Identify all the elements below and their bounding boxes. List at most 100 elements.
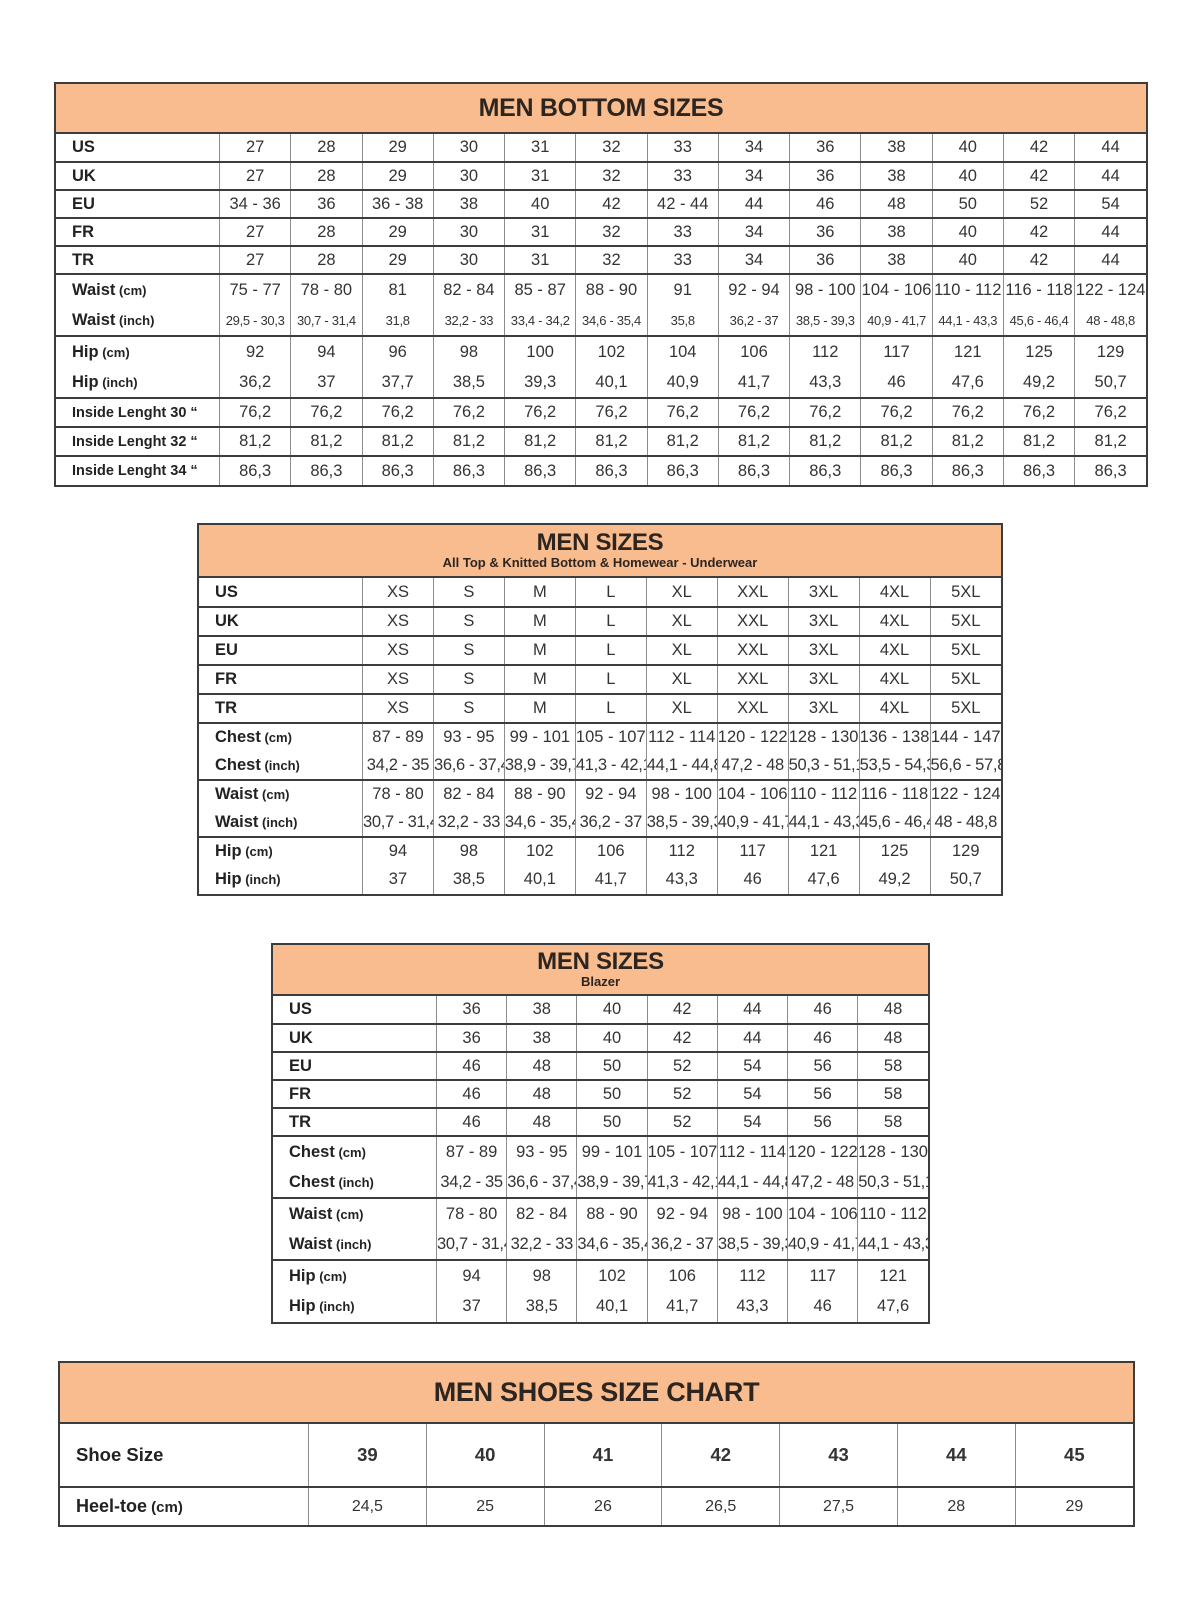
size-cell: 4XL bbox=[859, 665, 931, 694]
size-cell: 98 - 100 bbox=[789, 274, 862, 305]
size-cell: 86,3 bbox=[1094, 461, 1127, 480]
size-cell: 44 bbox=[1101, 166, 1120, 185]
row-label: Chest (cm) bbox=[199, 723, 363, 752]
size-cell: 49,2 bbox=[859, 865, 931, 894]
size-cell: 40 bbox=[426, 1424, 545, 1487]
size-cell: 40 bbox=[932, 134, 1004, 162]
size-cell: 52 bbox=[647, 1052, 718, 1080]
size-cell: 40 bbox=[932, 218, 1004, 246]
size-cell: XL bbox=[646, 694, 718, 723]
size-cell: 3XL bbox=[788, 578, 860, 607]
size-cell: 46 bbox=[860, 367, 933, 398]
size-cell: 36 bbox=[290, 190, 363, 218]
size-cell: 32,2 - 33 bbox=[506, 1229, 578, 1260]
size-cell: 31 bbox=[504, 162, 577, 190]
size-cell: 34 bbox=[718, 218, 791, 246]
size-cell: M bbox=[504, 636, 576, 665]
size-cell: M bbox=[504, 665, 576, 694]
size-cell: 27 bbox=[219, 218, 292, 246]
row-label: Waist (cm) bbox=[199, 780, 363, 809]
size-cell: 38 bbox=[433, 190, 506, 218]
size-cell: 78 - 80 bbox=[290, 274, 363, 305]
table-title: MEN BOTTOM SIZES bbox=[478, 93, 724, 122]
size-cell: 56,6 - 57,8 bbox=[930, 755, 1002, 774]
size-cell: 44 bbox=[1101, 138, 1120, 156]
size-cell: 87 - 89 bbox=[362, 723, 434, 752]
size-cell: 27 bbox=[219, 162, 292, 190]
size-cell: 36 - 38 bbox=[362, 190, 434, 218]
size-cell: 110 - 112 bbox=[932, 274, 1004, 305]
size-cell: 81,2 bbox=[789, 427, 862, 456]
size-cell: 34 bbox=[718, 162, 791, 190]
size-cell: 37,7 bbox=[362, 367, 434, 398]
size-cell: 76,2 bbox=[575, 398, 648, 427]
size-cell: 25 bbox=[426, 1487, 545, 1525]
row-label: US bbox=[199, 578, 363, 607]
size-cell: 26 bbox=[544, 1487, 663, 1525]
size-cell: 112 bbox=[789, 336, 862, 367]
size-cell: 116 - 118 bbox=[1003, 274, 1076, 305]
size-cell: 46 bbox=[787, 996, 859, 1024]
size-cell: 86,3 bbox=[1003, 456, 1076, 485]
size-cell: 76,2 bbox=[290, 398, 363, 427]
size-cell: 38,9 - 39,7 bbox=[576, 1167, 648, 1198]
size-cell: 42 bbox=[1003, 134, 1076, 162]
size-cell: 56 bbox=[787, 1080, 859, 1108]
size-cell: 58 bbox=[883, 1112, 903, 1131]
size-cell: 58 bbox=[883, 1056, 903, 1075]
size-cell: 29 bbox=[362, 218, 434, 246]
size-cell: 76,2 bbox=[932, 398, 1004, 427]
size-cell: 56 bbox=[787, 1052, 859, 1080]
size-cell: XS bbox=[362, 578, 434, 607]
size-cell: 96 bbox=[362, 336, 434, 367]
size-cell: 40,9 bbox=[647, 367, 719, 398]
size-cell: 42 bbox=[1003, 218, 1076, 246]
size-table: US 36 38 40 42 44 46 48 UK 36 38 40 42 44 46 48 EU 46 48 50… bbox=[273, 996, 928, 1322]
size-cell: 41,7 bbox=[575, 865, 647, 894]
row-label: Hip (cm) bbox=[56, 336, 220, 367]
size-cell: 128 - 130 bbox=[858, 1142, 928, 1161]
men-sizes-tops-table: MEN SIZES All Top & Knitted Bottom & Hom… bbox=[197, 523, 1003, 896]
size-cell: 104 - 106 bbox=[860, 274, 933, 305]
size-cell: 46 bbox=[787, 1291, 859, 1322]
row-label: Waist (cm) bbox=[56, 274, 220, 305]
size-cell: 85 - 87 bbox=[504, 274, 577, 305]
size-cell: 38 bbox=[506, 1024, 578, 1052]
row-label: TR bbox=[199, 694, 363, 723]
size-cell: 81,2 bbox=[219, 427, 292, 456]
size-cell: 50 bbox=[932, 190, 1004, 218]
size-cell: M bbox=[504, 578, 576, 607]
size-cell: 37 bbox=[436, 1291, 508, 1322]
size-cell: 24,5 bbox=[308, 1487, 427, 1525]
size-cell: 33 bbox=[647, 162, 719, 190]
size-cell: XS bbox=[362, 607, 434, 636]
table-row: Chest (cm) 87 - 89 93 - 95 99 - 101 105 - 10… bbox=[199, 723, 1001, 752]
table-row: Inside Lenght 32 “81,2 81,2 81,2 81,2 81,2 81… bbox=[56, 427, 1146, 456]
size-cell: S bbox=[433, 578, 505, 607]
size-cell: 75 - 77 bbox=[219, 274, 292, 305]
size-cell: 81,2 bbox=[647, 427, 719, 456]
size-cell: 32,2 - 33 bbox=[433, 808, 505, 837]
size-cell: 38,5 bbox=[433, 367, 506, 398]
table-row: Inside Lenght 30 “76,2 76,2 76,2 76,2 76,2 76… bbox=[56, 398, 1146, 427]
size-cell: 78 - 80 bbox=[362, 780, 434, 809]
row-label: Inside Lenght 34 “ bbox=[56, 456, 220, 485]
size-cell: 38,5 - 39,3 bbox=[717, 1229, 789, 1260]
size-cell: 50,7 bbox=[1094, 372, 1127, 391]
size-cell: 98 bbox=[506, 1260, 578, 1291]
size-cell: 44,1 - 44,8 bbox=[646, 751, 718, 780]
row-label: FR bbox=[56, 218, 220, 246]
size-cell: 5XL bbox=[951, 612, 981, 630]
size-cell: 38,5 bbox=[433, 865, 505, 894]
size-cell: 5XL bbox=[951, 582, 981, 601]
size-cell: 117 bbox=[860, 336, 933, 367]
size-cell: XXL bbox=[717, 607, 789, 636]
size-cell: 38,5 bbox=[506, 1291, 578, 1322]
size-cell: 37 bbox=[362, 865, 434, 894]
size-cell: 86,3 bbox=[932, 456, 1004, 485]
size-table: Shoe Size 39 40 41 42 43 44 45 Heel-toe (cm) 24,5… bbox=[60, 1424, 1133, 1525]
row-label: EU bbox=[199, 636, 363, 665]
size-cell: 41,3 - 42,1 bbox=[575, 751, 647, 780]
size-cell: 44 bbox=[717, 996, 789, 1024]
size-cell: 40,1 bbox=[576, 1291, 648, 1322]
